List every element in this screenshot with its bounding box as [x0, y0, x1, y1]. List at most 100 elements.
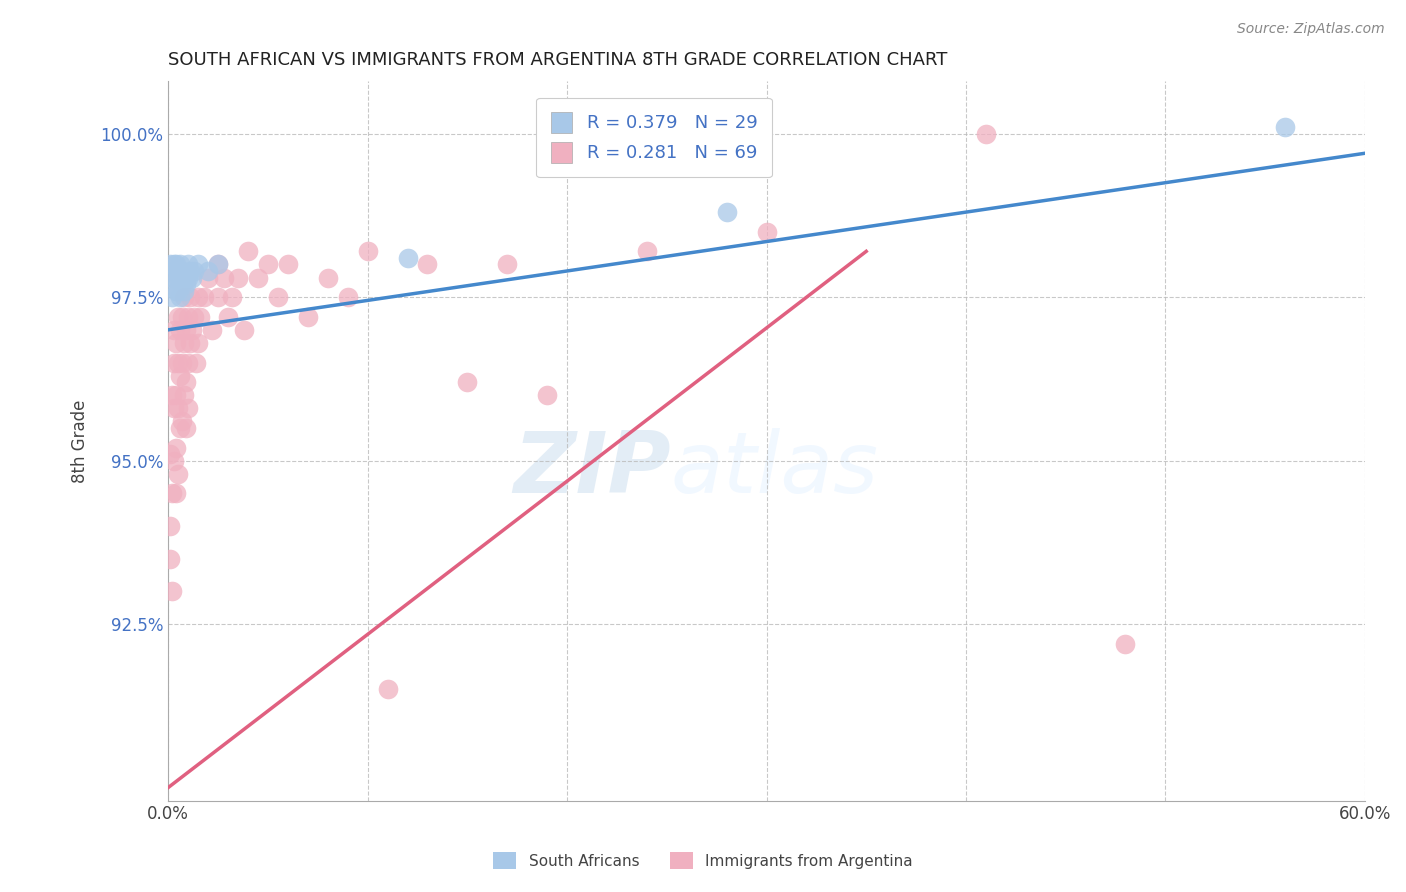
Point — [356, 244, 378, 259]
Point — [159, 519, 181, 533]
Point — [173, 270, 195, 285]
Point — [217, 310, 239, 324]
Point — [160, 486, 183, 500]
Point — [233, 323, 256, 337]
Point — [159, 551, 181, 566]
Point — [163, 270, 186, 285]
Point — [165, 335, 187, 350]
Point — [163, 355, 186, 369]
Point — [181, 323, 204, 337]
Point — [167, 284, 190, 298]
Point — [181, 270, 204, 285]
Text: ZIP: ZIP — [513, 428, 671, 511]
Point — [167, 401, 190, 416]
Point — [169, 257, 191, 271]
Point — [207, 290, 229, 304]
Point — [183, 264, 205, 278]
Legend: South Africans, Immigrants from Argentina: South Africans, Immigrants from Argentin… — [488, 846, 918, 875]
Point — [165, 441, 187, 455]
Point — [172, 414, 194, 428]
Point — [456, 375, 478, 389]
Point — [197, 270, 219, 285]
Text: atlas: atlas — [671, 428, 879, 511]
Legend: R = 0.379   N = 29, R = 0.281   N = 69: R = 0.379 N = 29, R = 0.281 N = 69 — [536, 97, 772, 178]
Point — [159, 257, 181, 271]
Point — [174, 277, 197, 291]
Point — [226, 270, 249, 285]
Point — [169, 323, 191, 337]
Point — [174, 323, 197, 337]
Point — [179, 264, 201, 278]
Point — [160, 584, 183, 599]
Point — [172, 355, 194, 369]
Point — [179, 290, 201, 304]
Point — [1114, 637, 1136, 651]
Point — [201, 323, 224, 337]
Point — [187, 257, 209, 271]
Point — [174, 375, 197, 389]
Point — [177, 257, 200, 271]
Point — [159, 447, 181, 461]
Point — [297, 310, 319, 324]
Point — [221, 290, 243, 304]
Point — [197, 264, 219, 278]
Point — [173, 284, 195, 298]
Point — [163, 453, 186, 467]
Point — [336, 290, 359, 304]
Point — [177, 310, 200, 324]
Point — [236, 244, 259, 259]
Point — [207, 257, 229, 271]
Point — [160, 270, 183, 285]
Point — [160, 290, 183, 304]
Point — [1274, 120, 1296, 135]
Point — [169, 270, 191, 285]
Point — [165, 486, 187, 500]
Point — [172, 277, 194, 291]
Point — [163, 401, 186, 416]
Point — [167, 355, 190, 369]
Point — [167, 310, 190, 324]
Point — [246, 270, 269, 285]
Point — [536, 388, 558, 402]
Point — [716, 205, 738, 219]
Point — [177, 270, 200, 285]
Point — [177, 401, 200, 416]
Point — [316, 270, 339, 285]
Point — [212, 270, 235, 285]
Point — [165, 388, 187, 402]
Point — [163, 323, 186, 337]
Point — [755, 225, 778, 239]
Point — [179, 335, 201, 350]
Point — [188, 310, 211, 324]
Point — [173, 388, 195, 402]
Point — [184, 355, 207, 369]
Point — [183, 310, 205, 324]
Point — [636, 244, 658, 259]
Point — [169, 290, 191, 304]
Point — [167, 467, 190, 481]
Point — [257, 257, 280, 271]
Point — [172, 310, 194, 324]
Point — [167, 264, 190, 278]
Point — [165, 284, 187, 298]
Text: SOUTH AFRICAN VS IMMIGRANTS FROM ARGENTINA 8TH GRADE CORRELATION CHART: SOUTH AFRICAN VS IMMIGRANTS FROM ARGENTI… — [169, 51, 948, 69]
Point — [193, 290, 215, 304]
Point — [177, 355, 200, 369]
Point — [396, 251, 419, 265]
Point — [173, 290, 195, 304]
Y-axis label: 8th Grade: 8th Grade — [72, 400, 89, 483]
Point — [169, 368, 191, 383]
Point — [165, 257, 187, 271]
Point — [167, 270, 190, 285]
Point — [187, 335, 209, 350]
Point — [172, 264, 194, 278]
Point — [169, 421, 191, 435]
Point — [173, 335, 195, 350]
Text: Source: ZipAtlas.com: Source: ZipAtlas.com — [1237, 22, 1385, 37]
Point — [974, 127, 997, 141]
Point — [174, 421, 197, 435]
Point — [277, 257, 299, 271]
Point — [377, 682, 399, 697]
Point — [160, 388, 183, 402]
Point — [187, 290, 209, 304]
